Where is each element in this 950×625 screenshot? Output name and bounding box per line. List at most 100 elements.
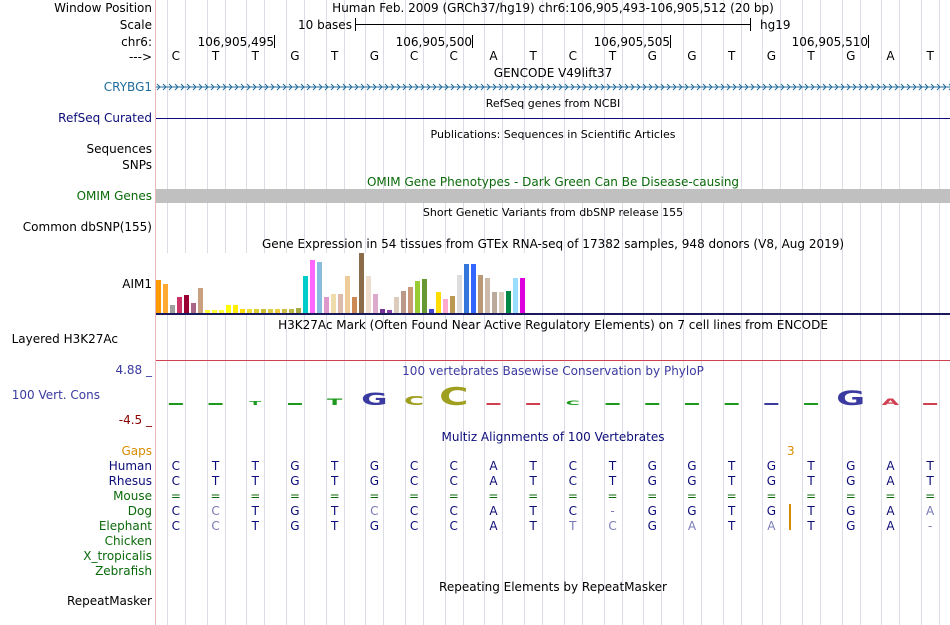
label-species-chicken[interactable]: Chicken (104, 534, 152, 548)
phylop-mark (287, 403, 302, 405)
gtex-tissue-bar[interactable] (289, 309, 294, 313)
gencode-gene-feature[interactable] (156, 80, 950, 94)
gtex-tissue-bar[interactable] (464, 264, 469, 313)
reference-base: C (568, 49, 578, 63)
alignment-base-mouse: = (210, 489, 221, 503)
phylop-mark (526, 403, 541, 405)
gtex-tissue-bar[interactable] (261, 309, 266, 313)
phylop-mark (724, 403, 739, 405)
gtex-tissue-bar[interactable] (240, 309, 245, 313)
gtex-tissue-bar[interactable] (156, 280, 161, 313)
label-species-human[interactable]: Human (108, 459, 152, 473)
gtex-tissue-bar[interactable] (212, 310, 217, 313)
gtex-tissue-bar[interactable] (352, 297, 357, 313)
gtex-tissue-bar[interactable] (219, 310, 224, 313)
gtex-tissue-bar[interactable] (373, 294, 378, 313)
gtex-tissue-bar[interactable] (310, 260, 315, 313)
label-omim-genes[interactable]: OMIM Genes (76, 189, 152, 203)
phylop-mark (684, 403, 699, 405)
label-layered-h3k27ac[interactable]: Layered H3K27Ac (11, 332, 118, 346)
gtex-tissue-bar[interactable] (324, 297, 329, 313)
label-repeatmasker[interactable]: RepeatMasker (66, 594, 152, 608)
gtex-bar-panel[interactable] (156, 253, 538, 313)
label-aim1[interactable]: AIM1 (122, 277, 152, 291)
gtex-tissue-bar[interactable] (408, 287, 413, 313)
label-crybg1[interactable]: CRYBG1 (103, 80, 152, 94)
gtex-tissue-bar[interactable] (170, 305, 175, 313)
h3k27ac-signal-line[interactable] (156, 360, 950, 361)
label-gaps[interactable]: Gaps (121, 444, 152, 458)
gtex-tissue-bar[interactable] (345, 276, 350, 313)
gtex-tissue-bar[interactable] (506, 291, 511, 313)
gtex-tissue-bar[interactable] (247, 309, 252, 313)
label-sequences[interactable]: Sequences (86, 142, 152, 156)
gtex-tissue-bar[interactable] (471, 264, 476, 313)
alignment-base-rhesus: G (766, 474, 776, 488)
gtex-tissue-bar[interactable] (513, 278, 518, 313)
gtex-tissue-bar[interactable] (163, 284, 168, 313)
gtex-tissue-bar[interactable] (485, 278, 490, 313)
gtex-tissue-bar[interactable] (443, 299, 448, 313)
gtex-tissue-bar[interactable] (366, 276, 371, 313)
gtex-tissue-bar[interactable] (450, 296, 455, 313)
gtex-tissue-bar[interactable] (422, 279, 427, 313)
alignment-base-rhesus: C (409, 474, 419, 488)
gtex-tissue-bar[interactable] (359, 253, 364, 313)
gtex-tissue-bar[interactable] (198, 288, 203, 313)
gtex-tissue-bar[interactable] (177, 297, 182, 313)
gtex-tissue-bar[interactable] (499, 292, 504, 313)
gtex-tissue-bar[interactable] (317, 262, 322, 313)
alignment-base-rhesus: T (330, 474, 339, 488)
coord-label-4: 106,905,510 (791, 35, 868, 49)
label-100-vert-cons[interactable]: 100 Vert. Cons (11, 388, 100, 402)
gtex-tissue-bar[interactable] (331, 294, 336, 313)
gtex-tissue-bar[interactable] (415, 281, 420, 313)
alignment-base-dog: G (687, 504, 697, 518)
gtex-tissue-bar[interactable] (492, 292, 497, 313)
alignment-base-dog: A (489, 504, 498, 518)
gridline (820, 0, 821, 625)
gtex-tissue-bar[interactable] (233, 305, 238, 313)
gtex-tissue-bar[interactable] (429, 309, 434, 313)
gtex-tissue-bar[interactable] (401, 291, 406, 313)
label-snps[interactable]: SNPs (122, 158, 152, 172)
dbsnp-track-title: Short Genetic Variants from dbSNP releas… (422, 206, 684, 219)
label-refseq-curated[interactable]: RefSeq Curated (58, 111, 152, 125)
browser-track-image[interactable]: Human Feb. 2009 (GRCh37/hg19) chr6:106,9… (156, 0, 950, 625)
gtex-tissue-bar[interactable] (520, 278, 525, 313)
gtex-tissue-bar[interactable] (338, 294, 343, 313)
scale-bar-left-tick (355, 18, 356, 31)
label-species-dog[interactable]: Dog (127, 504, 152, 518)
gtex-tissue-bar[interactable] (275, 309, 280, 313)
omim-gene-bar[interactable] (156, 189, 950, 203)
alignment-base-dog: C (568, 504, 578, 518)
label-species-mouse[interactable]: Mouse (113, 489, 152, 503)
gtex-tissue-bar[interactable] (268, 309, 273, 313)
gtex-tissue-bar[interactable] (184, 295, 189, 313)
gtex-tissue-bar[interactable] (457, 275, 462, 313)
gtex-tissue-bar[interactable] (394, 297, 399, 313)
gtex-tissue-bar[interactable] (387, 310, 392, 313)
label-species-zebrafish[interactable]: Zebrafish (95, 564, 152, 578)
gtex-tissue-bar[interactable] (226, 305, 231, 313)
gtex-tissue-bar[interactable] (380, 309, 385, 313)
alignment-base-human: T (807, 459, 815, 473)
gtex-tissue-bar[interactable] (303, 276, 308, 313)
gtex-tissue-bar[interactable] (436, 292, 441, 313)
gtex-tissue-bar[interactable] (205, 310, 210, 313)
label-species-elephant[interactable]: Elephant (98, 519, 152, 533)
gtex-tissue-bar[interactable] (282, 309, 287, 313)
label-common-dbsnp[interactable]: Common dbSNP(155) (22, 220, 152, 234)
phylop-track-title: 100 vertebrates Basewise Conservation by… (402, 364, 704, 378)
gtex-tissue-bar[interactable] (191, 303, 196, 313)
gtex-tissue-bar[interactable] (478, 275, 483, 313)
refseq-gene-line[interactable] (156, 118, 950, 119)
label-species-rhesus[interactable]: Rhesus (108, 474, 152, 488)
alignment-base-mouse: = (170, 489, 181, 503)
label-species-x-tropicalis[interactable]: X_tropicalis (83, 549, 152, 563)
alignment-base-elephant: C (409, 519, 419, 533)
reference-base: C (409, 49, 419, 63)
gtex-tissue-bar[interactable] (254, 309, 259, 313)
gtex-tissue-bar[interactable] (296, 308, 301, 313)
